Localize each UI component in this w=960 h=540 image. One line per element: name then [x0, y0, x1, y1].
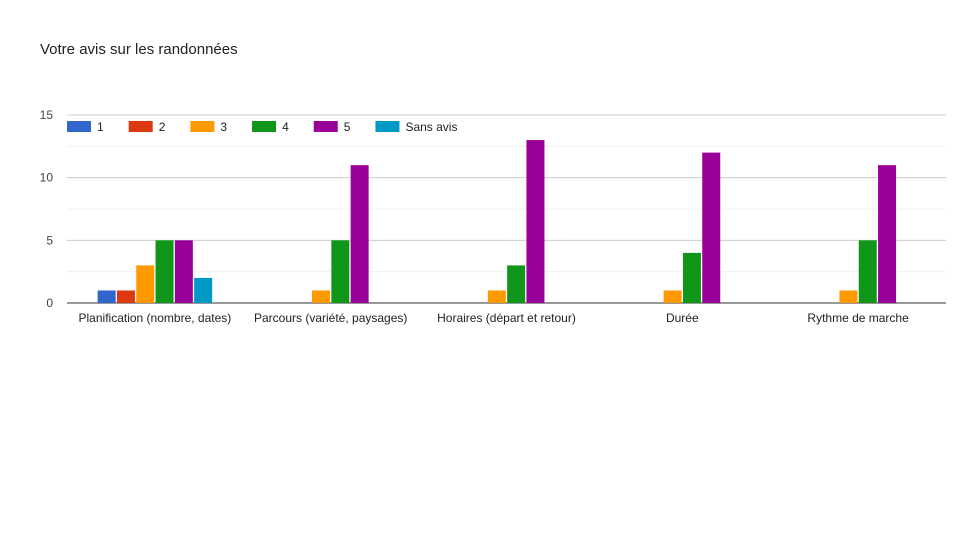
bar-5-cat-1[interactable] — [350, 165, 369, 303]
y-tick-label: 15 — [40, 108, 54, 122]
bar-3-cat-4[interactable] — [839, 290, 858, 303]
legend-label: 3 — [220, 120, 227, 134]
legend-swatch — [313, 121, 338, 132]
bar-2-cat-0[interactable] — [116, 290, 135, 303]
bar-5-cat-2[interactable] — [526, 140, 545, 303]
legend-swatch — [375, 121, 400, 132]
legend-item-sans-avis[interactable]: Sans avis — [375, 120, 457, 134]
legend-item-2[interactable]: 2 — [128, 120, 166, 134]
bar-3-cat-0[interactable] — [136, 265, 155, 303]
bar-3-cat-3[interactable] — [663, 290, 682, 303]
legend-swatch — [190, 121, 215, 132]
x-category-label: Planification (nombre, dates) — [79, 311, 232, 325]
bar-5-cat-3[interactable] — [702, 152, 721, 303]
legend-label: 1 — [97, 120, 104, 134]
bar-1-cat-0[interactable] — [97, 290, 116, 303]
legend-swatch — [128, 121, 153, 132]
x-category-label: Rythme de marche — [807, 311, 909, 325]
bar-5-cat-4[interactable] — [878, 165, 897, 303]
legend-swatch — [252, 121, 277, 132]
bar-sans-avis-cat-0[interactable] — [194, 277, 213, 303]
legend-item-4[interactable]: 4 — [252, 120, 289, 134]
bar-3-cat-1[interactable] — [312, 290, 331, 303]
legend-label: 4 — [282, 120, 289, 134]
bar-5-cat-0[interactable] — [174, 240, 193, 303]
x-category-label: Durée — [666, 311, 699, 325]
x-category-label: Parcours (variété, paysages) — [254, 311, 407, 325]
legend-item-1[interactable]: 1 — [67, 120, 104, 134]
y-tick-label: 0 — [46, 296, 53, 310]
legend-item-3[interactable]: 3 — [190, 120, 227, 134]
bar-4-cat-1[interactable] — [331, 240, 350, 303]
chart-title: Votre avis sur les randonnées — [40, 41, 238, 58]
bar-3-cat-2[interactable] — [487, 290, 506, 303]
legend-item-5[interactable]: 5 — [313, 120, 351, 134]
bar-4-cat-0[interactable] — [155, 240, 174, 303]
bar-4-cat-2[interactable] — [507, 265, 526, 303]
y-tick-label: 5 — [46, 233, 53, 247]
legend-label: 2 — [159, 120, 166, 134]
bar-4-cat-4[interactable] — [858, 240, 877, 303]
grid-layer — [67, 114, 946, 304]
bars-layer — [97, 140, 897, 303]
y-tick-label: 10 — [40, 171, 54, 185]
legend-label: Sans avis — [405, 120, 457, 134]
legend-label: 5 — [344, 120, 351, 134]
legend: 1 2 3 4 5 Sans avis — [67, 120, 457, 134]
legend-swatch — [67, 121, 91, 132]
bar-4-cat-3[interactable] — [682, 252, 701, 303]
x-category-label: Horaires (départ et retour) — [437, 311, 576, 325]
